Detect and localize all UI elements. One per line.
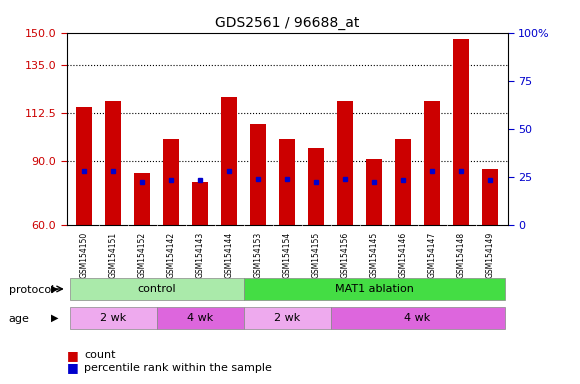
Bar	[76, 107, 92, 225]
Text: GSM154143: GSM154143	[195, 232, 205, 278]
Text: 4 wk: 4 wk	[404, 313, 431, 323]
Text: percentile rank within the sample: percentile rank within the sample	[84, 363, 272, 373]
Text: GSM154149: GSM154149	[485, 232, 495, 278]
Text: GSM154152: GSM154152	[137, 232, 147, 278]
Bar	[424, 101, 440, 225]
Bar	[453, 39, 469, 225]
Text: GSM154144: GSM154144	[224, 232, 234, 278]
Text: ▶: ▶	[52, 284, 59, 294]
Text: GSM154148: GSM154148	[456, 232, 466, 278]
Text: GSM154150: GSM154150	[79, 232, 89, 278]
Text: GSM154151: GSM154151	[108, 232, 118, 278]
Text: GSM154142: GSM154142	[166, 232, 176, 278]
Text: age: age	[9, 314, 30, 324]
Text: MAT1 ablation: MAT1 ablation	[335, 284, 414, 294]
Bar	[192, 182, 208, 225]
Bar	[157, 306, 244, 329]
Text: control: control	[137, 284, 176, 294]
Text: GSM154146: GSM154146	[398, 232, 408, 278]
Bar	[244, 306, 331, 329]
Text: ▶: ▶	[52, 313, 59, 323]
Text: GSM154155: GSM154155	[311, 232, 321, 278]
Bar	[331, 306, 505, 329]
Bar	[163, 139, 179, 225]
Text: GSM154153: GSM154153	[253, 232, 263, 278]
Text: GSM154147: GSM154147	[427, 232, 437, 278]
Text: 2 wk: 2 wk	[100, 313, 126, 323]
Bar	[337, 101, 353, 225]
Bar	[70, 278, 244, 300]
Text: ■: ■	[67, 361, 78, 374]
Title: GDS2561 / 96688_at: GDS2561 / 96688_at	[215, 16, 359, 30]
Bar	[221, 97, 237, 225]
Bar	[70, 306, 157, 329]
Bar	[134, 174, 150, 225]
Bar	[366, 159, 382, 225]
Text: count: count	[84, 350, 115, 360]
Bar	[482, 169, 498, 225]
Text: GSM154145: GSM154145	[369, 232, 379, 278]
Text: GSM154154: GSM154154	[282, 232, 292, 278]
Text: 2 wk: 2 wk	[274, 313, 300, 323]
Bar	[395, 139, 411, 225]
Bar	[250, 124, 266, 225]
Text: protocol: protocol	[9, 285, 54, 295]
Bar	[105, 101, 121, 225]
Text: 4 wk: 4 wk	[187, 313, 213, 323]
Bar	[308, 148, 324, 225]
Bar	[279, 139, 295, 225]
Text: ■: ■	[67, 349, 78, 362]
Text: GSM154156: GSM154156	[340, 232, 350, 278]
Bar	[244, 278, 505, 300]
